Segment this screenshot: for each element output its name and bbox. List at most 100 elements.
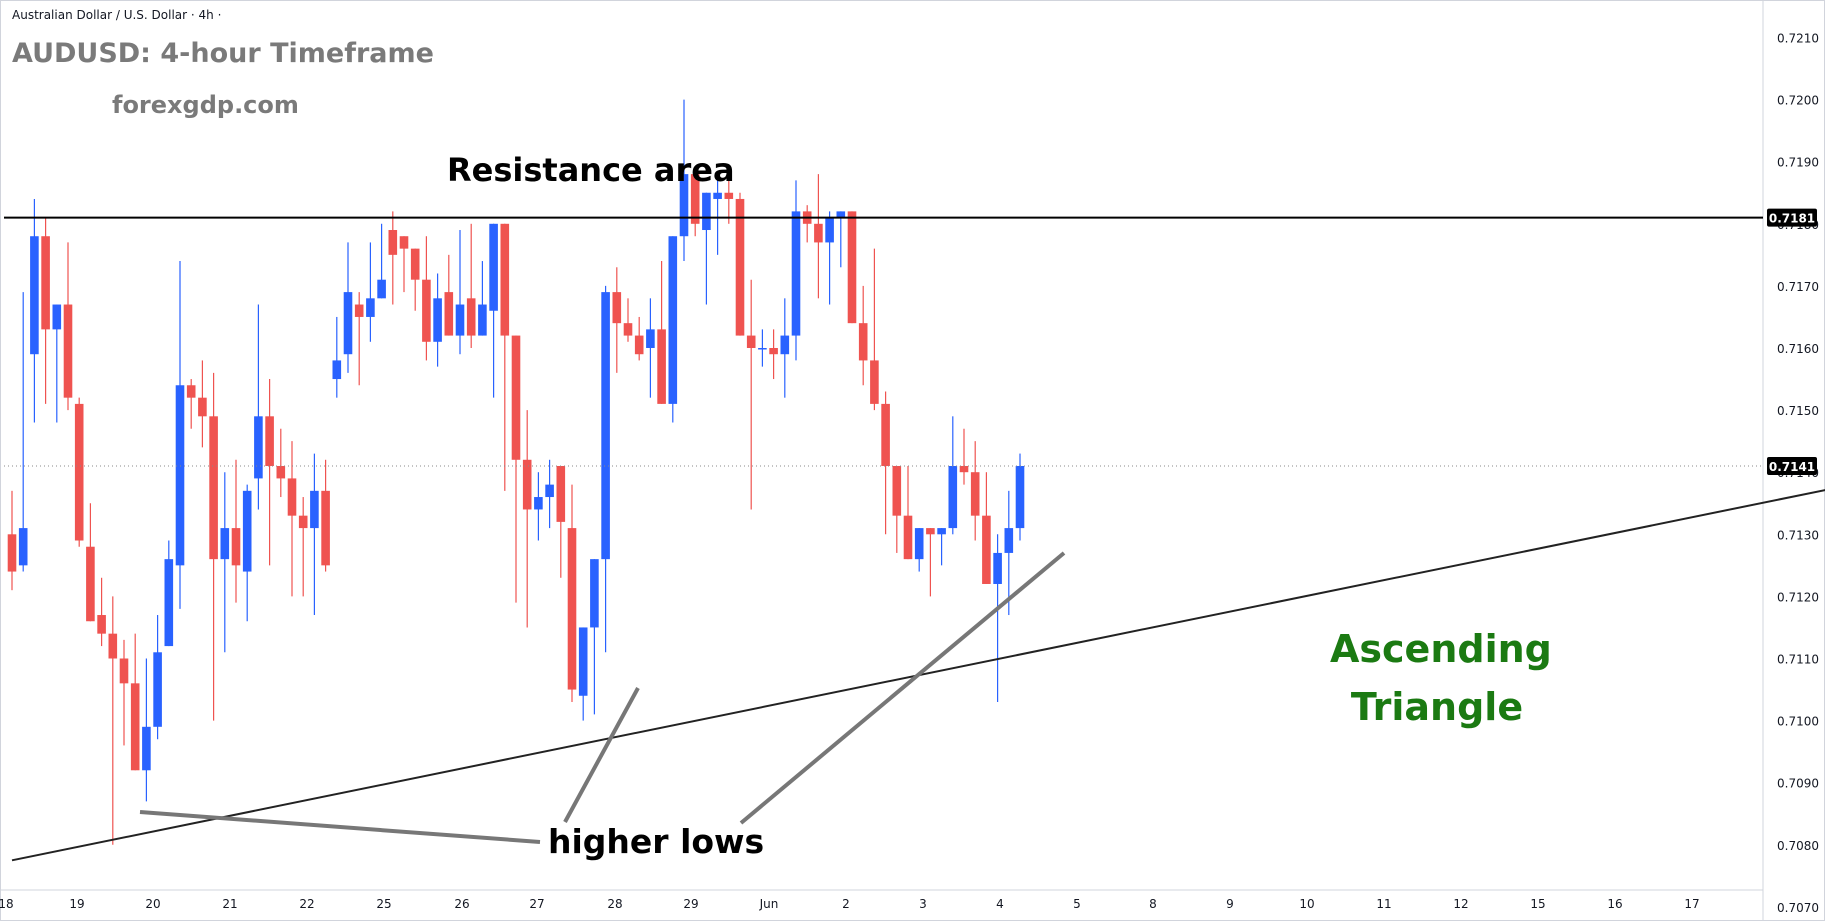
x-tick-label: 9	[1226, 897, 1234, 911]
candle-body-down	[567, 528, 577, 690]
candle-body-up	[914, 528, 924, 560]
candle-body-down	[690, 174, 700, 224]
candle-body-down	[321, 490, 330, 566]
x-tick-label: 2	[842, 897, 850, 911]
candle-body-down	[388, 230, 398, 255]
candle-body-down	[231, 528, 241, 566]
x-tick-label: 10	[1299, 897, 1314, 911]
y-tick-label: 0.7190	[1777, 156, 1819, 170]
candle-body-down	[444, 292, 454, 336]
candle-body-up	[377, 279, 386, 299]
higher-low-pointer-2	[563, 687, 640, 823]
candle-body-down	[970, 472, 980, 516]
candle-body-up	[175, 385, 185, 566]
candle-body-down	[814, 223, 823, 243]
candle-body-down	[354, 304, 364, 317]
candle-body-down	[500, 223, 510, 336]
symbol-description: Australian Dollar / U.S. Dollar · 4h ·	[12, 8, 222, 22]
candle-body-down	[422, 279, 431, 342]
candle-body-up	[948, 465, 958, 529]
x-tick-label: Jun	[759, 897, 779, 911]
x-tick-label: 3	[919, 897, 927, 911]
pattern-label: Ascending Triangle	[1330, 620, 1552, 736]
x-tick-label: 17	[1684, 897, 1699, 911]
candle-body-up	[18, 528, 28, 566]
candle-body-up	[534, 497, 543, 510]
resistance-area-label: Resistance area	[447, 151, 735, 189]
candle-body-down	[870, 360, 879, 404]
candle-body-up	[1015, 465, 1025, 529]
candle-body-up	[758, 348, 767, 350]
y-tick-label: 0.7070	[1777, 901, 1819, 915]
price-tag	[1767, 456, 1817, 475]
candle-body-down	[198, 397, 207, 417]
candle-body-up	[455, 304, 465, 336]
candle-body-down	[769, 348, 778, 355]
candle-body-down	[858, 323, 868, 361]
candle-body-down	[881, 403, 890, 466]
x-tick-label: 28	[607, 897, 622, 911]
x-tick-label: 15	[1530, 897, 1545, 911]
price-tag-label: 0.7181	[1769, 212, 1815, 226]
candle-body-up	[433, 298, 442, 342]
candle-body-up	[601, 292, 610, 560]
x-tick-label: 8	[1149, 897, 1157, 911]
price-tag-label: 0.7141	[1769, 460, 1815, 474]
candle-body-down	[186, 385, 196, 398]
x-tick-label: 18	[0, 897, 14, 911]
candle-body-down	[982, 515, 991, 584]
candle-body-up	[164, 559, 174, 647]
x-tick-label: 5	[1073, 897, 1081, 911]
x-tick-label: 16	[1607, 897, 1622, 911]
candle-body-down	[612, 292, 622, 324]
candle-body-down	[74, 403, 84, 541]
y-tick-label: 0.7120	[1777, 590, 1819, 604]
candle-body-up	[791, 211, 801, 336]
candle-body-up	[937, 528, 946, 535]
candle-body-up	[668, 236, 678, 404]
candle-body-down	[522, 459, 532, 510]
candle-body-down	[130, 683, 140, 771]
candle-body-down	[287, 478, 297, 516]
ascending-trendline	[11, 489, 1825, 862]
candle-body-up	[142, 726, 151, 771]
x-tick-label: 25	[376, 897, 391, 911]
chart-title: AUDUSD: 4-hour Timeframe	[12, 38, 434, 69]
x-tick-label: 20	[145, 897, 160, 911]
x-tick-label: 19	[69, 897, 84, 911]
candle-body-up	[220, 528, 230, 560]
candle-body-down	[209, 416, 218, 560]
y-tick-label: 0.7130	[1777, 528, 1819, 542]
candle-body-up	[780, 335, 790, 355]
candle-body-up	[254, 416, 263, 479]
x-tick-label: 21	[222, 897, 237, 911]
candle-body-down	[97, 615, 106, 634]
candle-body-down	[959, 465, 969, 473]
x-tick-label: 27	[529, 897, 544, 911]
candle-body-down	[735, 198, 745, 336]
pattern-label-line1: Ascending	[1330, 627, 1552, 671]
candle-body-down	[265, 416, 274, 466]
y-tick-label: 0.7110	[1777, 653, 1819, 667]
candle-body-up	[646, 329, 655, 348]
y-tick-label: 0.7150	[1777, 404, 1819, 418]
candle-body-up	[578, 627, 588, 696]
candle-body-down	[63, 304, 73, 398]
x-tick-label: 26	[454, 897, 469, 911]
candle-body-up	[825, 217, 834, 243]
candle-body-down	[847, 211, 857, 324]
candle-body-down	[657, 329, 666, 404]
candle-body-down	[119, 658, 129, 684]
x-tick-label: 22	[299, 897, 314, 911]
y-tick-label: 0.7170	[1777, 280, 1819, 294]
candle-body-down	[511, 335, 521, 460]
candle-body-up	[366, 298, 375, 317]
candle-body-up	[52, 304, 62, 330]
y-tick-label: 0.7200	[1777, 94, 1819, 108]
candle-body-down	[746, 335, 756, 348]
x-tick-label: 4	[996, 897, 1004, 911]
x-tick-label: 29	[683, 897, 698, 911]
candle-body-up	[713, 192, 722, 199]
